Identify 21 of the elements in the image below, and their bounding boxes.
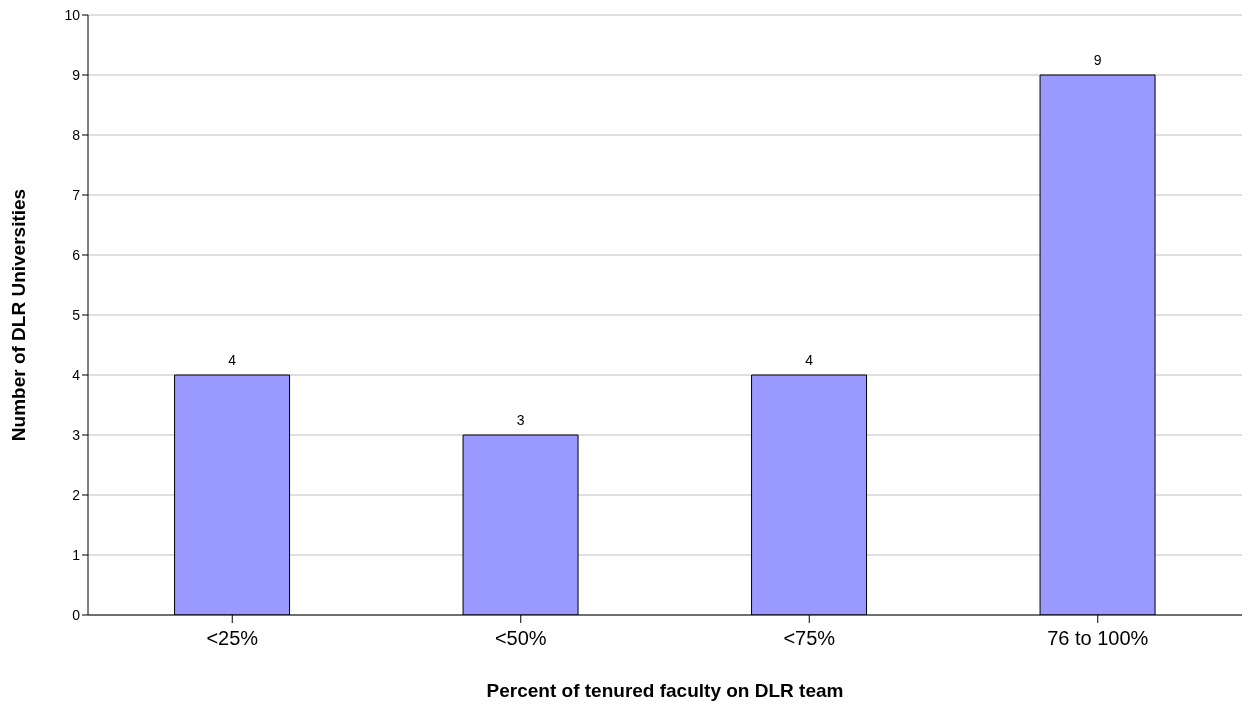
y-tick-label: 7 xyxy=(72,186,81,203)
y-tick-label: 6 xyxy=(72,246,81,263)
y-axis-title: Number of DLR Universities xyxy=(7,188,29,442)
x-tick-label: <50% xyxy=(494,627,547,650)
y-tick-label: 3 xyxy=(72,426,81,443)
y-tick-label: 0 xyxy=(72,606,81,623)
x-tick-label: <25% xyxy=(206,627,259,650)
x-tick-label: <75% xyxy=(783,627,836,650)
data-label: 4 xyxy=(805,352,814,368)
data-label: 4 xyxy=(228,352,237,368)
x-axis-title: Percent of tenured faculty on DLR team xyxy=(486,680,844,701)
y-tick-label: 1 xyxy=(72,546,81,563)
y-tick-label: 2 xyxy=(72,486,81,503)
y-tick-label: 10 xyxy=(64,6,81,23)
data-label: 9 xyxy=(1093,52,1102,68)
data-label: 3 xyxy=(516,412,525,428)
y-tick-label: 9 xyxy=(72,66,81,83)
y-tick-label: 5 xyxy=(72,306,81,323)
y-tick-label: 4 xyxy=(72,366,81,383)
x-tick-label: 76 to 100% xyxy=(1047,627,1149,650)
y-tick-label: 8 xyxy=(72,126,81,143)
